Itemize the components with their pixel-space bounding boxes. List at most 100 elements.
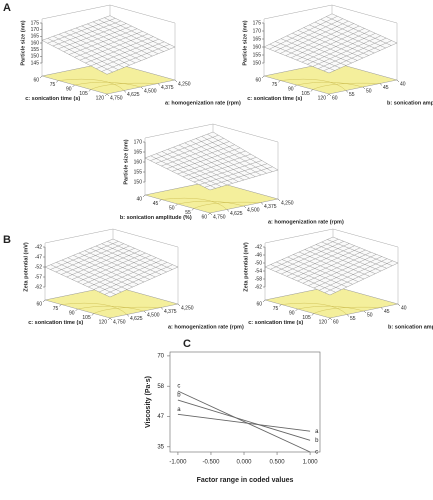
series-line — [177, 390, 311, 453]
x-tick-label: 120 — [99, 319, 108, 325]
x-tick-label: 60 — [36, 301, 42, 307]
y-tick-label: 47 — [157, 414, 164, 420]
y-tick — [397, 303, 401, 307]
surface — [145, 132, 278, 190]
y-tick-label: 4,625 — [127, 92, 140, 98]
x-tick-label: 60 — [33, 77, 39, 83]
x-tick-label: 40 — [136, 196, 142, 202]
x-tick-label: -1.000 — [169, 460, 187, 466]
x-tick-label: 55 — [185, 210, 191, 216]
z-tick-label: 165 — [253, 36, 262, 42]
x-tick-label: 90 — [66, 86, 72, 92]
surface — [42, 15, 175, 75]
y-tick — [106, 93, 110, 97]
line-label: a — [315, 429, 319, 435]
y-tick — [243, 205, 247, 209]
z-tick-label: -62 — [35, 284, 42, 290]
y-tick — [209, 212, 213, 216]
x-tick — [327, 317, 331, 321]
z-axis-label: Zeta potential (mV) — [23, 242, 29, 292]
y-tick-label: 4,625 — [230, 211, 243, 217]
y-axis-label: a: homogenization rate (rpm) — [168, 324, 244, 330]
z-tick-label: 150 — [31, 54, 40, 60]
x-tick — [59, 304, 62, 307]
z-tick-label: 170 — [253, 28, 262, 34]
x-tick-label: 120 — [319, 319, 328, 325]
y-tick — [174, 79, 178, 83]
y-axis-label: a: homogenization rate (rpm) — [268, 219, 344, 225]
line-label: b — [315, 438, 319, 444]
x-tick — [191, 208, 194, 211]
z-tick-label: 170 — [31, 27, 40, 33]
z-axis-label: Zeta potential (mV) — [243, 242, 249, 292]
y-axis-label: b: sonication amplitude (%) — [388, 324, 433, 330]
y-tick-label: 60 — [332, 95, 338, 101]
z-tick-label: -42 — [255, 244, 262, 250]
y-tick — [396, 79, 400, 83]
box-edge — [264, 228, 399, 248]
line-label: c — [315, 450, 318, 456]
x-tick — [262, 299, 266, 303]
x-tick-label: 105 — [82, 315, 91, 321]
y-tick-label: 4,750 — [213, 214, 226, 220]
panel-label: A — [3, 2, 11, 14]
z-tick-label: 150 — [253, 60, 262, 66]
y-tick — [157, 83, 161, 86]
y-tick-label: 4,375 — [264, 204, 277, 210]
x-axis-label: c: sonication time (s) — [248, 320, 303, 326]
box-edge — [263, 4, 398, 24]
x-tick-label: 120 — [96, 95, 105, 101]
y-tick — [277, 198, 281, 202]
z-tick-label: -62 — [255, 284, 262, 290]
floor-contour — [296, 81, 364, 88]
z-tick-label: 155 — [31, 47, 40, 53]
x-tick-label: 0.500 — [270, 460, 286, 466]
y-tick — [379, 83, 383, 86]
z-tick-label: -42 — [35, 244, 42, 250]
surface-mesh — [263, 13, 398, 74]
x-tick — [159, 199, 162, 202]
x-tick — [56, 80, 59, 83]
y-tick — [123, 90, 127, 93]
z-tick-label: -57 — [35, 274, 42, 280]
z-tick-label: 160 — [253, 44, 262, 50]
y-tick-label: 4,500 — [247, 207, 260, 213]
x-tick — [311, 313, 314, 316]
floor-contour — [74, 81, 142, 88]
x-axis-label: c: sonication time (s) — [28, 320, 83, 326]
y-tick-label: 40 — [400, 81, 406, 87]
y-tick — [177, 303, 181, 307]
z-tick-label: 170 — [134, 139, 143, 145]
x-axis-label: Factor range in coded values — [197, 477, 294, 484]
panel-label: B — [3, 234, 11, 246]
z-axis-label: Particle size (nm) — [20, 20, 26, 65]
z-axis-label: Particle size (nm) — [242, 20, 248, 65]
x-tick-label: 120 — [318, 95, 327, 101]
y-axis-label: a: homogenization rate (rpm) — [165, 100, 241, 106]
floor-contour — [77, 305, 145, 312]
x-tick-label: 90 — [289, 310, 295, 316]
x-tick-label: 60 — [255, 77, 261, 83]
box-edge — [44, 228, 179, 248]
x-tick — [326, 93, 330, 97]
plot-frame — [169, 351, 321, 453]
z-tick-label: 150 — [134, 179, 143, 185]
floor-contour — [161, 197, 228, 210]
y-tick — [328, 93, 332, 97]
x-tick-label: 0.000 — [237, 460, 253, 466]
z-tick-label: -52 — [35, 264, 42, 270]
z-tick-label: 155 — [253, 52, 262, 58]
y-tick — [109, 317, 113, 321]
line-label: b — [177, 393, 181, 399]
x-tick — [207, 212, 211, 216]
y-tick — [160, 307, 164, 310]
z-tick-label: 160 — [31, 40, 40, 46]
y-tick — [345, 90, 349, 93]
y-tick-label: 4,250 — [178, 81, 191, 87]
y-tick-label: 4,500 — [144, 88, 157, 94]
y-tick-label: 50 — [366, 88, 372, 94]
y-tick — [329, 317, 333, 321]
x-tick-label: 75 — [53, 306, 59, 312]
x-tick-label: 90 — [69, 310, 75, 316]
